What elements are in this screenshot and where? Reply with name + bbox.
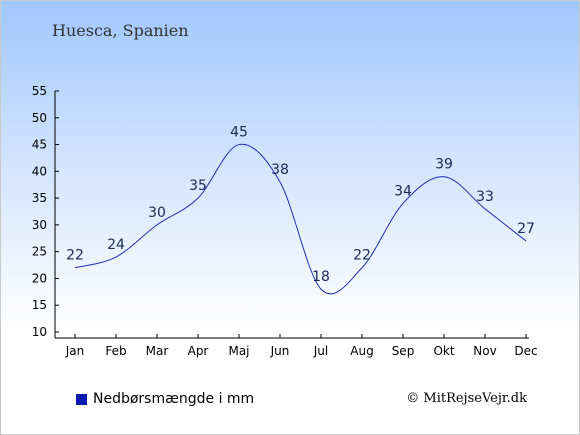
y-tick-label: 10 [32, 325, 47, 339]
credit-text: © MitRejseVejr.dk [406, 391, 527, 406]
data-label: 22 [353, 248, 371, 264]
x-tick-label: Jun [270, 344, 290, 358]
x-tick-label: Feb [105, 344, 126, 358]
legend-label: Nedbørsmængde i mm [93, 391, 255, 407]
data-label: 45 [230, 125, 248, 141]
data-label: 22 [66, 248, 84, 264]
x-tick-label: Nov [473, 344, 496, 358]
data-label: 24 [107, 237, 125, 253]
data-label: 39 [435, 157, 453, 173]
data-label: 35 [189, 178, 207, 194]
x-tick-label: Maj [228, 344, 249, 358]
chart-title: Huesca, Spanien [52, 21, 189, 40]
data-label: 38 [271, 162, 289, 178]
x-tick-label: Aug [350, 344, 373, 358]
y-tick-label: 40 [32, 164, 47, 178]
y-tick-label: 15 [32, 298, 47, 312]
y-tick-label: 55 [32, 84, 47, 98]
y-tick-label: 50 [32, 111, 47, 125]
y-tick-label: 45 [32, 138, 47, 152]
series-line [74, 143, 527, 295]
legend: Nedbørsmængde i mm [76, 391, 254, 407]
x-tick-label: Jul [313, 344, 328, 358]
x-tick-label: Jan [65, 344, 85, 358]
y-tick-label: 35 [32, 191, 47, 205]
y-tick-label: 25 [32, 245, 47, 259]
data-label: 30 [148, 205, 166, 221]
x-tick-label: Dec [514, 344, 537, 358]
data-label: 18 [312, 269, 330, 285]
data-label: 33 [476, 189, 494, 205]
x-tick-label: Sep [392, 344, 415, 358]
x-tick-label: Okt [433, 344, 454, 358]
y-tick-label: 20 [32, 271, 47, 285]
legend-swatch [76, 393, 87, 405]
data-label: 34 [394, 183, 412, 199]
x-tick-label: Mar [146, 344, 169, 358]
x-tick-label: Apr [188, 344, 209, 358]
data-label: 27 [517, 221, 535, 237]
y-tick-label: 30 [32, 218, 47, 232]
